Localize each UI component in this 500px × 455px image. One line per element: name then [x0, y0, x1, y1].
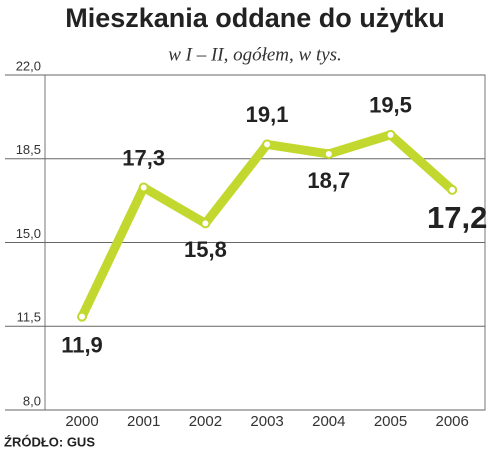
data-point — [77, 311, 87, 322]
data-point — [323, 148, 334, 159]
y-tick-label: 11,5 — [17, 310, 41, 325]
y-tick-label: 18,5 — [16, 142, 41, 157]
x-tick-label: 2006 — [436, 413, 469, 430]
data-point — [447, 184, 458, 195]
data-label: 17,2 — [427, 200, 487, 235]
chart-title: Mieszkania oddane do użytku — [65, 3, 445, 33]
y-tick-label: 22,0 — [16, 58, 41, 73]
data-label: 17,3 — [122, 145, 165, 170]
x-tick-label: 2000 — [65, 413, 98, 430]
data-point — [262, 139, 273, 150]
data-label: 11,9 — [61, 332, 103, 357]
data-label: 18,7 — [307, 168, 350, 193]
x-tick-label: 2004 — [312, 413, 345, 430]
y-tick-label: 8,0 — [23, 393, 41, 408]
x-tick-label: 2001 — [127, 413, 160, 430]
data-label: 15,8 — [184, 237, 227, 262]
data-point — [385, 129, 396, 140]
x-tick-label: 2003 — [250, 413, 283, 430]
data-label: 19,1 — [246, 102, 289, 127]
data-point — [138, 182, 149, 193]
chart-subtitle: w I – II, ogółem, w tys. — [168, 44, 342, 65]
source-note: ŹRÓDŁO: GUS — [4, 434, 95, 449]
x-tick-label: 2002 — [189, 413, 222, 430]
y-tick-label: 15,0 — [16, 226, 41, 241]
data-label: 19,5 — [369, 93, 412, 118]
x-tick-label: 2005 — [374, 413, 407, 430]
data-point — [200, 218, 211, 229]
